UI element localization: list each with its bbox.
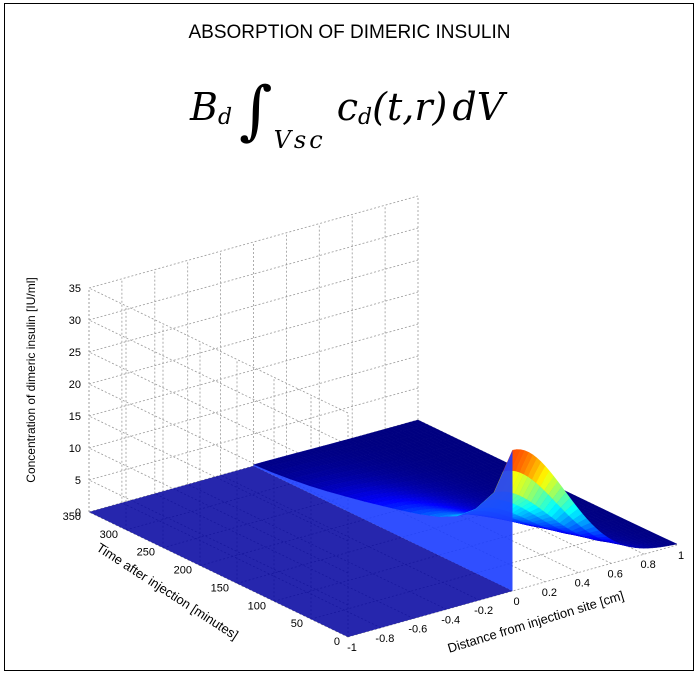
x-tick-label: 0 <box>513 596 519 608</box>
surface-floor <box>89 466 513 637</box>
grid-line <box>88 195 419 289</box>
z-tick-label: 10 <box>69 443 81 455</box>
formula-integrand: c <box>336 85 359 129</box>
grid-line <box>88 259 419 353</box>
grid-line <box>88 355 419 449</box>
z-tick-label: 35 <box>69 283 81 295</box>
z-axis-label: Concentration of dimeric insulin [IU/ml] <box>24 277 38 482</box>
z-tick-label: 0 <box>75 507 81 519</box>
y-tick-label: 200 <box>174 565 192 577</box>
formula-dv: dV <box>452 85 505 129</box>
x-tick-label: -0.6 <box>408 624 427 636</box>
z-tick-label: 25 <box>69 347 81 359</box>
formula-coef-sub: d <box>217 105 233 131</box>
grid-line <box>88 387 419 481</box>
z-tick-label: 5 <box>75 475 81 487</box>
formula-integral: ∫ <box>239 74 273 148</box>
x-tick-label: 1 <box>678 550 684 562</box>
chart-title: ABSORPTION OF DIMERIC INSULIN <box>188 22 511 43</box>
z-tick-label: 30 <box>69 315 81 327</box>
y-tick-label: 100 <box>248 600 266 612</box>
z-tick-label: 20 <box>69 379 81 391</box>
tick-labels: 05101520253035050100150200250300350-1-0.… <box>63 283 684 654</box>
x-tick-label: -1 <box>347 642 357 654</box>
x-tick-label: 0.4 <box>575 578 590 590</box>
grid-line <box>88 287 349 414</box>
grid-line <box>88 323 419 417</box>
formula-args: (t,r) <box>372 85 448 129</box>
formula-integrand-sub: d <box>358 105 373 131</box>
grid-line <box>347 544 678 638</box>
x-tick-label: 0.6 <box>608 568 623 580</box>
y-tick-label: 50 <box>291 618 303 630</box>
x-tick-label: -0.4 <box>441 614 460 626</box>
y-tick-label: 250 <box>137 547 155 559</box>
y-tick-label: 350 <box>63 511 81 523</box>
y-tick-label: 0 <box>334 636 340 648</box>
x-tick-label: 0.2 <box>542 587 557 599</box>
y-tick-label: 150 <box>211 582 229 594</box>
x-tick-label: -0.8 <box>375 633 394 645</box>
grid-line <box>88 227 419 321</box>
y-tick-label: 300 <box>100 529 118 541</box>
grid-line <box>88 291 419 385</box>
z-tick-label: 15 <box>69 411 81 423</box>
formula-limit: Vsc <box>273 126 326 154</box>
x-tick-label: -0.2 <box>474 605 493 617</box>
formula: Bd ∫ Vsc cd(t,r) dV <box>190 62 505 154</box>
surface <box>89 419 678 637</box>
x-tick-label: 0.8 <box>640 559 655 571</box>
grid-line <box>88 319 349 446</box>
surface-cell <box>663 539 678 546</box>
surface-section <box>253 450 513 591</box>
formula-coef: B <box>190 85 218 129</box>
